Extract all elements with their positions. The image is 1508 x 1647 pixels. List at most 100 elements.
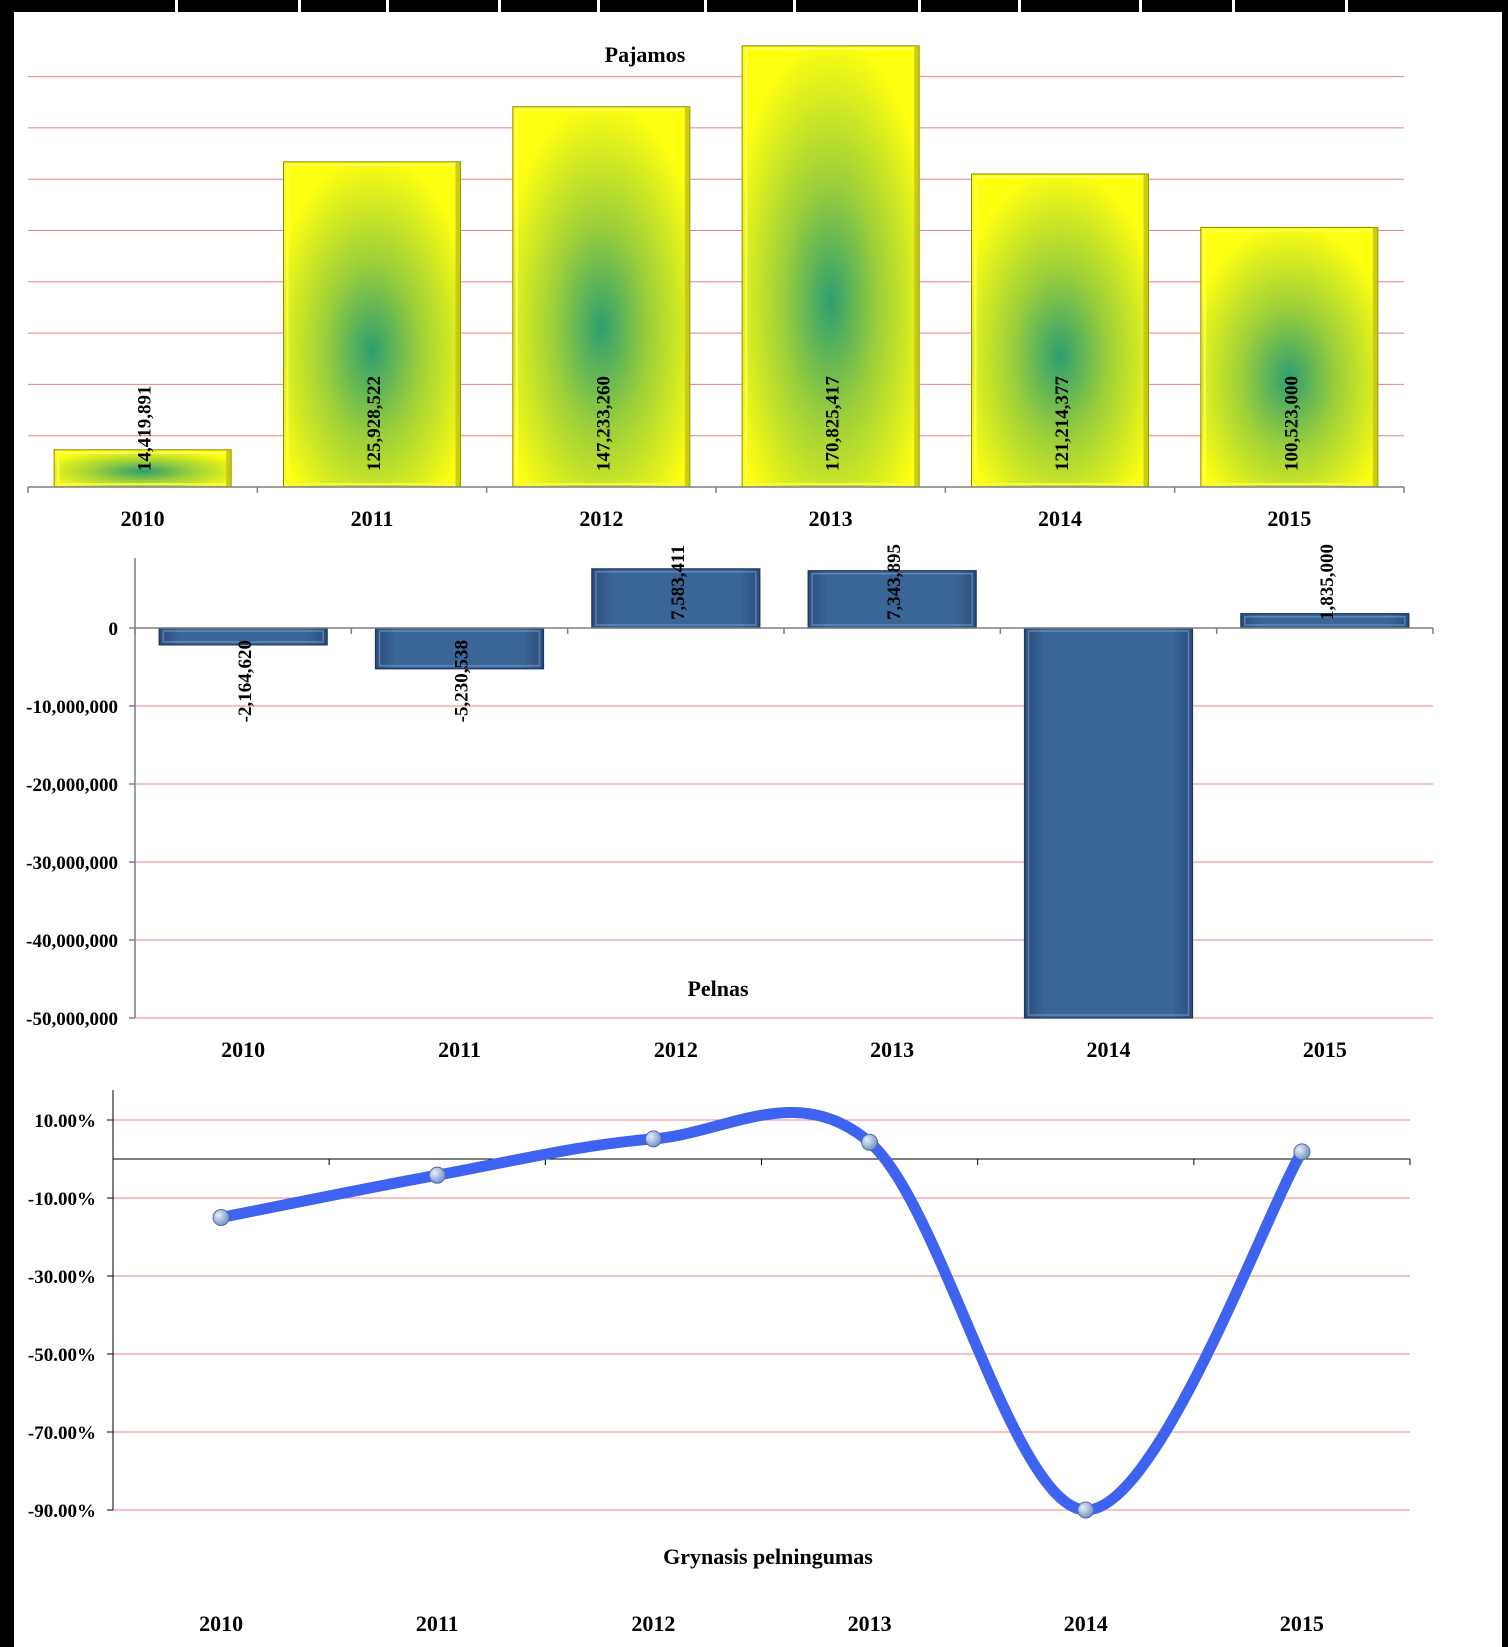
- pelnas-data-labels: -2,164,620 -5,230,538 7,583,411 7,343,895 1,…: [235, 544, 1338, 722]
- frame-left-border: [0, 0, 14, 1647]
- bar-bevel: [378, 630, 541, 667]
- category-label-2014: 2014: [1087, 1037, 1131, 1062]
- bar-bevel: [162, 630, 324, 643]
- frame-tick: [1345, 0, 1348, 12]
- frame-tick: [175, 0, 178, 12]
- data-label-2012: 7,583,411: [668, 545, 689, 620]
- marker-2012: [644, 1130, 662, 1148]
- y-tick-label-50-000-000: -50,000,000: [26, 1009, 118, 1030]
- y-tick-label-10-00: -10.00%: [28, 1189, 96, 1210]
- category-label-2012: 2012: [654, 1037, 698, 1062]
- category-label-2013: 2013: [809, 506, 853, 531]
- marker-2010: [212, 1209, 230, 1226]
- bar-shadow-edge: [914, 45, 920, 488]
- data-label-2010: 14,419,891: [135, 386, 156, 472]
- bar-2011: [283, 161, 461, 488]
- bar-2012: [591, 568, 761, 629]
- pelningumas-y-tick-labels: 10.00% -10.00% -30.00% -50.00% -70.00% -90.00…: [28, 1111, 113, 1522]
- y-tick-label-40-000-000: -40,000,000: [26, 931, 118, 952]
- pajamos-title: Pajamos: [605, 42, 686, 67]
- y-tick-label-10-00: 10.00%: [34, 1111, 96, 1132]
- pelnas-bars: [158, 568, 1410, 1019]
- pajamos-gridlines: [28, 76, 1404, 437]
- bar-shadow-edge: [684, 106, 690, 488]
- y-tick-label-50-00: -50.00%: [28, 1345, 96, 1366]
- bar-bevel: [1244, 615, 1406, 626]
- y-tick-label-70-00: -70.00%: [28, 1423, 96, 1444]
- bar-shadow-edge: [1372, 227, 1378, 488]
- pelningumas-category-labels: 2010 2011 2012 2013 2014 2015: [199, 1611, 1324, 1636]
- pelnas-gridlines: [135, 705, 1433, 1019]
- bar-2014: [971, 173, 1149, 488]
- grynasis-pelningumas-chart: 10.00% -10.00% -30.00% -50.00% -70.00% -90.00…: [28, 1090, 1411, 1636]
- frame-tick: [298, 0, 301, 12]
- category-label-2014: 2014: [1064, 1611, 1108, 1636]
- bar-body: [1023, 627, 1194, 1019]
- frame-tick: [498, 0, 501, 12]
- bar-bevel: [811, 572, 973, 626]
- frame-tick: [597, 0, 600, 12]
- pelnas-category-labels: 2010 2011 2012 2013 2014 2015: [221, 1037, 1347, 1062]
- category-label-2015: 2015: [1280, 1611, 1324, 1636]
- category-label-2011: 2011: [438, 1037, 481, 1062]
- data-label-2013: 170,825,417: [823, 376, 844, 472]
- category-label-2011: 2011: [351, 506, 394, 531]
- category-label-2011: 2011: [416, 1611, 459, 1636]
- pelnas-y-tick-labels: 0 -10,000,000 -20,000,000 -30,000,000 -40,00…: [26, 619, 135, 1030]
- bar-bevel: [595, 571, 757, 626]
- y-tick-label-90-00: -90.00%: [28, 1501, 96, 1522]
- bar-body: [283, 161, 461, 488]
- y-tick-label-30-00: -30.00%: [28, 1267, 96, 1288]
- frame-top-border: [0, 0, 1508, 12]
- y-tick-label-0: 0: [109, 619, 119, 640]
- bar-2013: [807, 570, 977, 629]
- y-tick-label-30-000-000: -30,000,000: [26, 853, 118, 874]
- pajamos-data-labels: 14,419,891 125,928,522 147,233,260 170,825,…: [135, 376, 1303, 472]
- bar-shadow-edge: [226, 449, 232, 487]
- bar-body: [374, 627, 545, 670]
- category-label-2014: 2014: [1038, 506, 1082, 531]
- bar-shadow-edge: [455, 161, 461, 487]
- bar-body: [53, 449, 232, 488]
- frame-tick: [1139, 0, 1142, 12]
- category-label-2013: 2013: [848, 1611, 892, 1636]
- pajamos-chart: 14,419,891 125,928,522 147,233,260 170,825,…: [27, 42, 1405, 531]
- frame-right-border: [1502, 0, 1508, 1647]
- category-label-2015: 2015: [1303, 1037, 1347, 1062]
- y-tick-label-20-000-000: -20,000,000: [26, 775, 118, 796]
- pelnas-x-ticks: [134, 628, 1434, 634]
- category-label-2013: 2013: [870, 1037, 914, 1062]
- pelnas-chart: 0 -10,000,000 -20,000,000 -30,000,000 -40,00…: [26, 544, 1434, 1062]
- category-label-2015: 2015: [1267, 506, 1311, 531]
- data-label-2010: -2,164,620: [235, 640, 256, 722]
- bar-2011: [374, 627, 545, 670]
- pelningumas-series-line: [215, 1107, 1308, 1516]
- bar-body: [807, 570, 977, 629]
- pelningumas-gridlines: [113, 1119, 1410, 1511]
- bar-2012: [512, 106, 691, 488]
- data-label-2014: 121,214,377: [1052, 376, 1073, 472]
- bar-2015: [1200, 226, 1379, 488]
- data-label-2011: 125,928,522: [364, 376, 385, 471]
- data-label-2015: 1,835,000: [1317, 544, 1338, 620]
- category-label-2012: 2012: [631, 1611, 675, 1636]
- frame-tick: [1232, 0, 1235, 12]
- bar-body: [971, 173, 1149, 488]
- bar-2010: [53, 449, 232, 488]
- pajamos-x-ticks: [27, 487, 1405, 493]
- y-tick-label-10-000-000: -10,000,000: [26, 697, 118, 718]
- category-label-2010: 2010: [121, 506, 165, 531]
- frame-tick: [1018, 0, 1021, 12]
- bar-body: [1200, 226, 1379, 488]
- bar-body: [591, 568, 761, 629]
- pelnas-title: Pelnas: [687, 976, 749, 1001]
- pelningumas-title: Grynasis pelningumas: [663, 1544, 873, 1569]
- frame-tick: [704, 0, 707, 12]
- category-label-2010: 2010: [221, 1037, 265, 1062]
- frame-tick: [793, 0, 796, 12]
- pajamos-category-labels: 2010 2011 2012 2013 2014 2015: [121, 506, 1312, 531]
- bar-2014: [1023, 627, 1194, 1019]
- pelningumas-x-ticks: [112, 1159, 1411, 1165]
- bar-shadow-edge: [1143, 173, 1149, 487]
